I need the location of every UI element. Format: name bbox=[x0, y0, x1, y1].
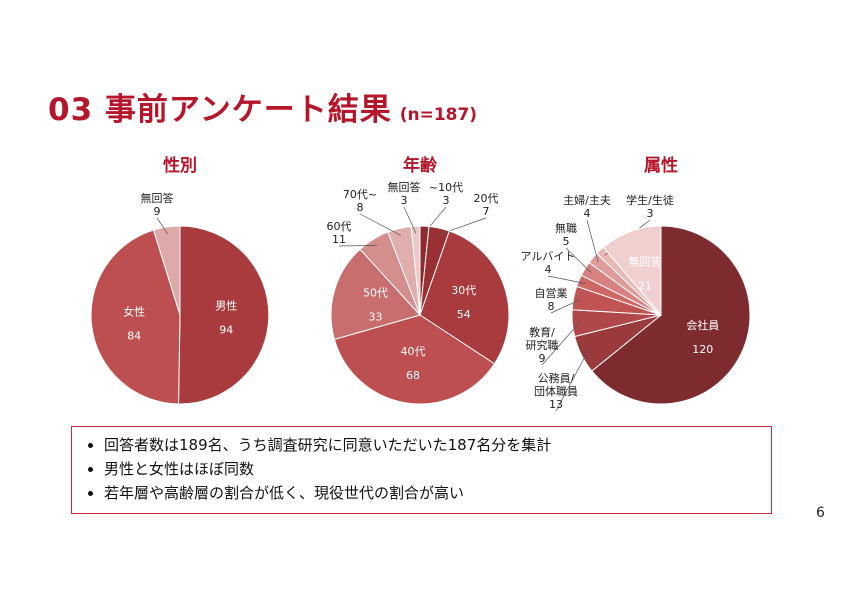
slice-label: 無職 bbox=[555, 221, 577, 235]
slice-value: 8 bbox=[357, 201, 364, 214]
leader-line bbox=[550, 298, 581, 314]
summary-box: 回答者数は189名、うち調査研究に同意いただいた187名分を集計 男性と女性はほ… bbox=[71, 426, 772, 514]
pie-slice bbox=[333, 314, 496, 405]
leader-line bbox=[423, 206, 447, 234]
page-title: 03 事前アンケート結果 (n=187) bbox=[48, 84, 477, 129]
pie-slice bbox=[152, 225, 181, 316]
summary-bullet: 回答者数は189名、うち調査研究に同意いただいた187名分を集計 bbox=[104, 433, 761, 457]
pie-slice bbox=[602, 225, 662, 317]
page-title-main: 03 事前アンケート結果 bbox=[48, 92, 392, 128]
pie-slice bbox=[330, 248, 421, 340]
chart-title: 年齢 bbox=[403, 155, 438, 176]
chart-title: 性別 bbox=[163, 155, 197, 176]
slice-value: 4 bbox=[545, 263, 552, 276]
page-number: 6 bbox=[816, 505, 825, 521]
leader-line bbox=[586, 219, 599, 263]
leader-line bbox=[547, 275, 586, 284]
slice-label: 無回答 bbox=[141, 191, 174, 205]
slice-label: 60代 bbox=[327, 220, 352, 233]
slice-value: 3 bbox=[401, 194, 408, 207]
slice-value: 9 bbox=[154, 205, 161, 218]
slice-value: 68 bbox=[406, 369, 420, 382]
pie-slice bbox=[90, 229, 181, 405]
slice-value: 9 bbox=[539, 352, 546, 365]
slice-label: 50代 bbox=[363, 286, 388, 299]
slice-label: 公務員/ bbox=[538, 371, 575, 385]
slice-value: 54 bbox=[457, 308, 471, 321]
slice-value: 94 bbox=[219, 323, 233, 336]
slice-label: 無回答 bbox=[388, 180, 421, 194]
slice-label: ~10代 bbox=[429, 181, 463, 194]
slice-label: 学生/生徒 bbox=[626, 193, 674, 207]
slice-value: 7 bbox=[483, 205, 490, 218]
slice-label: 団体職員 bbox=[534, 384, 578, 398]
leader-line bbox=[555, 351, 589, 412]
slice-value: 3 bbox=[647, 207, 654, 220]
summary-bullet: 男性と女性はほぼ同数 bbox=[104, 457, 761, 481]
slice-value: 8 bbox=[548, 300, 555, 313]
slice-label: 主婦/主夫 bbox=[563, 193, 611, 207]
slice-label: 女性 bbox=[123, 305, 145, 319]
pie-slice bbox=[410, 225, 421, 316]
slice-value: 4 bbox=[584, 207, 591, 220]
slice-label: 男性 bbox=[215, 298, 237, 312]
leader-line bbox=[541, 322, 580, 366]
chart-title: 属性 bbox=[644, 155, 678, 176]
slice-label: 無回答 bbox=[629, 255, 662, 269]
slice-label: 20代 bbox=[474, 192, 499, 205]
slice-value: 5 bbox=[563, 235, 570, 248]
pie-slice bbox=[419, 230, 510, 365]
pie-slice bbox=[177, 225, 270, 405]
leader-line bbox=[403, 206, 417, 234]
slice-value: 21 bbox=[638, 280, 652, 293]
slice-label: アルバイト bbox=[521, 250, 576, 263]
leader-line bbox=[359, 213, 402, 236]
slice-value: 33 bbox=[369, 310, 383, 323]
summary-bullet: 若年層や高齢層の割合が低く、現役世代の割合が高い bbox=[104, 481, 761, 505]
leader-line bbox=[338, 245, 377, 247]
slice-label: 教育/ bbox=[529, 325, 555, 339]
slice-label: 30代 bbox=[451, 284, 476, 297]
leader-line bbox=[156, 217, 168, 235]
slice-value: 3 bbox=[443, 194, 450, 207]
slice-label: 70代~ bbox=[343, 188, 377, 201]
pie-slice bbox=[591, 225, 751, 405]
slice-value: 11 bbox=[332, 233, 346, 246]
pie-chart-3: 属性会社員120公務員/団体職員13教育/研究職9自営業8アルバイト4無職5主婦… bbox=[521, 155, 751, 412]
leader-line bbox=[437, 217, 487, 236]
slice-value: 120 bbox=[692, 343, 713, 356]
slice-value: 13 bbox=[549, 398, 563, 411]
slice-label: 研究職 bbox=[526, 338, 559, 352]
slice-label: 自営業 bbox=[535, 286, 568, 300]
leader-line bbox=[565, 247, 592, 273]
slice-label: 40代 bbox=[401, 345, 426, 358]
page-title-sample-size: (n=187) bbox=[399, 105, 478, 125]
slice-value: 84 bbox=[127, 330, 141, 343]
slice-label: 会社員 bbox=[686, 318, 719, 332]
